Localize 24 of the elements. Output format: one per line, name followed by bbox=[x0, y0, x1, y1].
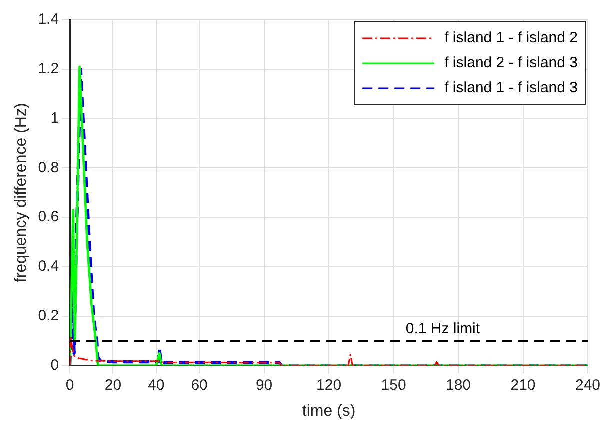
x-tick-label: 90 bbox=[256, 376, 273, 394]
x-tick-label: 0 bbox=[66, 376, 74, 394]
x-tick-label: 120 bbox=[316, 376, 342, 394]
x-tick-label: 180 bbox=[446, 376, 472, 394]
y-axis-title: frequency difference (Hz) bbox=[13, 103, 30, 283]
x-tick-label: 150 bbox=[381, 376, 406, 394]
ref-line-label: 0.1 Hz limit bbox=[406, 320, 481, 338]
x-tick-label: 210 bbox=[510, 376, 536, 394]
y-tick-label: 1.4 bbox=[38, 11, 60, 28]
y-tick-label: 0 bbox=[50, 356, 60, 374]
y-tick-label: 0.2 bbox=[38, 308, 60, 325]
legend-label: f island 1 - f island 2 bbox=[444, 30, 578, 47]
x-tick-label: 20 bbox=[104, 376, 122, 394]
y-tick-label: 0.6 bbox=[38, 208, 60, 226]
x-tick-label: 40 bbox=[148, 376, 165, 394]
y-tick-label: 0.4 bbox=[38, 258, 60, 276]
legend-label: f island 1 - f island 3 bbox=[444, 80, 578, 97]
y-tick-label: 1.2 bbox=[38, 60, 60, 78]
x-axis-title: time (s) bbox=[302, 402, 356, 420]
x-tick-label: 240 bbox=[575, 376, 601, 394]
legend-label: f island 2 - f island 3 bbox=[444, 54, 578, 72]
y-tick-label: 0.8 bbox=[38, 159, 60, 176]
x-tick-label: 60 bbox=[191, 376, 208, 394]
y-tick-label: 1 bbox=[50, 110, 60, 127]
